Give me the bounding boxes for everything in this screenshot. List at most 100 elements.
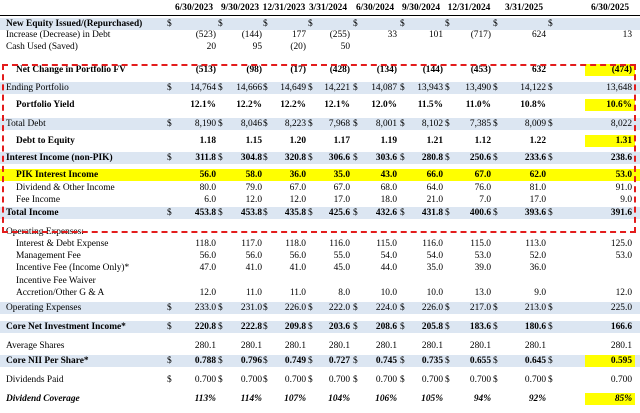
cell-value [218, 275, 262, 287]
table-row: Incentive Fee (Income Only)* 47.0 41.0 41.0… [0, 262, 640, 274]
cell-value: 10.0 [380, 288, 397, 298]
currency-symbol: $ [548, 375, 553, 385]
cell-value: 56.0 [199, 170, 216, 180]
currency-symbol: $ [263, 375, 268, 385]
cell-value: 0.727 [328, 356, 350, 366]
currency-symbol: $ [263, 208, 268, 218]
cell-value: 12.0 [615, 288, 632, 298]
cell-value: 0.735 [421, 356, 443, 366]
currency-symbol: $ [493, 208, 498, 218]
currency-symbol: $ [445, 153, 450, 163]
currency-symbol: $ [548, 208, 553, 218]
cell-value: 45.0 [333, 263, 350, 273]
cell-value: 104% [328, 394, 350, 404]
cell-value [172, 275, 216, 287]
cell-value: 107% [284, 394, 306, 404]
cell-value [262, 275, 306, 287]
cell-value: 36.0 [289, 170, 306, 180]
cell-value: 67.0 [474, 170, 491, 180]
table-row: Core Net Investment Income* $ $ $ $ $ $ $ $ $220.… [0, 321, 640, 333]
currency-symbol: $ [353, 153, 358, 163]
cell-value: 425.6 [328, 208, 350, 218]
currency-symbol: $ [400, 375, 405, 385]
row-label: Incentive Fee Waiver [16, 276, 96, 286]
cell-value: 0.745 [375, 356, 397, 366]
row-label: New Equity Issued/(Repurchased) [6, 19, 143, 29]
table-row: Ending Portfolio $ $ $ $ $ $ $ $ $14,764 14,666 14,… [0, 82, 640, 94]
row-label: Debt to Equity [16, 136, 75, 146]
cell-value: 320.8 [284, 153, 306, 163]
row-label: Management Fee [16, 251, 81, 261]
table-row: Portfolio Yield 12.1% 12.2% 12.2% 12.1% 12.0%… [0, 99, 640, 111]
cell-value: 14,649 [280, 83, 306, 93]
cell-value: 213.0 [524, 303, 546, 313]
cell-value [262, 226, 306, 238]
cell-value: 311.8 [195, 153, 216, 163]
table-row: Dividend & Other Income 80.0 79.0 67.0 67.0 6… [0, 182, 640, 194]
cell-value: 85% [614, 394, 632, 404]
table-row: Interest Income (non-PIK) $ $ $ $ $ $ $ $ $311.8 3… [0, 152, 640, 164]
highlight-cell [585, 135, 635, 147]
cell-value: 106% [375, 394, 397, 404]
currency-symbol: $ [445, 208, 450, 218]
row-label: Operating Expenses [6, 303, 82, 313]
cell-value: 391.6 [610, 208, 632, 218]
column-header: 6/30/2025 [590, 3, 630, 13]
cell-value: 12.2% [280, 100, 306, 110]
cell-value: 7.0 [479, 195, 491, 205]
cell-value: 0.700 [524, 375, 546, 385]
cell-value: (428) [329, 65, 350, 75]
cell-value: (144) [241, 30, 262, 40]
currency-symbol: $ [308, 83, 313, 93]
cell-value: 114% [240, 394, 262, 404]
column-header: 9/30/2024 [401, 3, 441, 13]
cell-value: 8,009 [524, 119, 546, 129]
cell-value: 43.0 [380, 170, 397, 180]
table-row: PIK Interest Income 56.0 58.0 36.0 35.0 43.0 6… [0, 169, 640, 181]
cell-value: 13,490 [465, 83, 491, 93]
table-row: Dividends Paid $ $ $ $ $ $ $ $ $0.700 0.700 0.700 0.… [0, 374, 640, 386]
cell-value: 12.1% [190, 100, 216, 110]
currency-symbol: $ [548, 19, 553, 29]
currency-symbol: $ [493, 19, 498, 29]
table-row: Increase (Decrease) in Debt (523) (144) 177… [0, 29, 640, 41]
cell-value: 1.22 [529, 136, 546, 146]
cell-value: 1.21 [426, 136, 443, 146]
currency-symbol: $ [308, 19, 313, 29]
currency-symbol: $ [445, 375, 450, 385]
cell-value: 115.0 [470, 239, 491, 249]
cell-value: 9.0 [620, 195, 632, 205]
cell-value: 8,190 [194, 119, 216, 129]
currency-symbol: $ [308, 208, 313, 218]
column-header: 12/31/2023 [262, 3, 306, 13]
cell-value: 55.0 [333, 251, 350, 261]
currency-symbol: $ [308, 356, 313, 366]
cell-value: 36.0 [529, 263, 546, 273]
cell-value: 13.0 [474, 288, 491, 298]
cell-value [353, 226, 397, 238]
row-label: Incentive Fee (Income Only)* [16, 263, 130, 273]
column-header: 6/30/2024 [355, 3, 395, 13]
cell-value: 14,666 [236, 83, 262, 93]
cell-value: (17) [290, 65, 306, 75]
currency-symbol: $ [218, 375, 223, 385]
cell-value [172, 226, 216, 238]
table-row: Cash Used (Saved) 20 95 (20) 50 [0, 41, 640, 53]
cell-value: 280.1 [469, 341, 491, 351]
cell-value: 117.0 [241, 239, 262, 249]
cell-value: 435.8 [284, 208, 306, 218]
cell-value: 9.0 [534, 288, 546, 298]
currency-symbol: $ [167, 19, 172, 29]
cell-value: 54.0 [380, 251, 397, 261]
cell-value: 7,385 [469, 119, 491, 129]
cell-value: 53.0 [615, 170, 632, 180]
currency-symbol: $ [445, 322, 450, 332]
cell-value [353, 41, 397, 53]
cell-value: 166.6 [610, 322, 632, 332]
cell-value: 280.1 [328, 341, 350, 351]
cell-value: 0.700 [469, 375, 491, 385]
cell-value: 0.655 [469, 356, 491, 366]
cell-value [399, 226, 443, 238]
table-row: Dividend Coverage 113% 114% 107% 104% 106% 105… [0, 393, 640, 405]
cell-value [588, 226, 632, 238]
